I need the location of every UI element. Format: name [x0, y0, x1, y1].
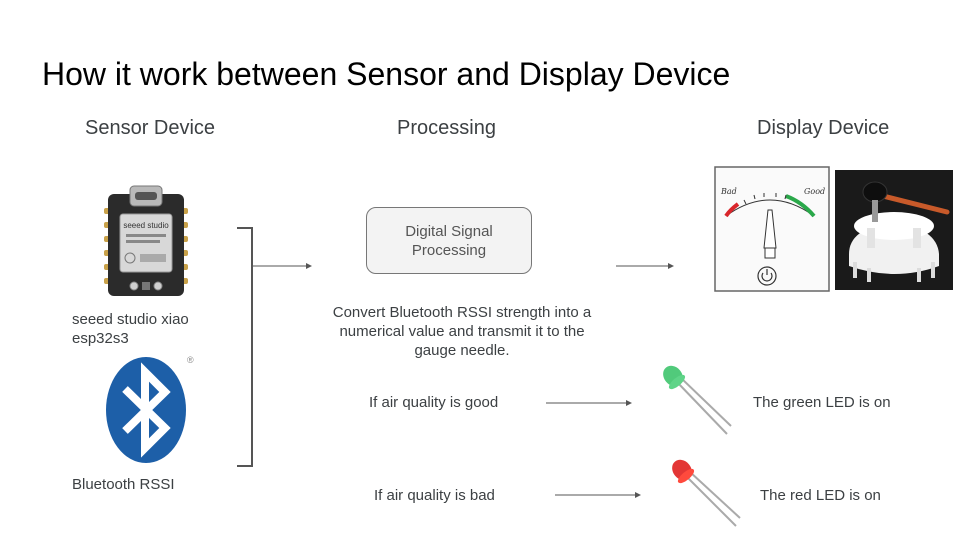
slide-title: How it work between Sensor and Display D…: [42, 56, 731, 92]
bluetooth-rssi-label: Bluetooth RSSI: [72, 476, 175, 493]
column-header-display: Display Device: [757, 117, 890, 139]
condition-good-text: If air quality is good: [369, 394, 499, 411]
arrow-to-display: [616, 263, 674, 269]
gauge-display-image: Bad Good: [714, 166, 830, 292]
result-bad-text: The red LED is on: [760, 487, 881, 504]
red-led-image: [672, 459, 741, 527]
gauge-good-label: Good: [804, 187, 825, 196]
stepper-motor-image: [835, 170, 953, 290]
gauge-bad-label: Bad: [720, 187, 737, 196]
xiao-board-image: seeed studio: [104, 185, 188, 296]
sensor-bracket: [237, 227, 312, 467]
green-led-image: [663, 365, 732, 435]
arrow-bad: [555, 492, 641, 498]
column-header-processing: Processing: [397, 117, 496, 139]
processing-description: Convert Bluetooth RSSI strength into a n…: [332, 304, 592, 359]
bluetooth-icon: [106, 357, 186, 463]
arrow-good: [546, 400, 632, 406]
condition-bad-text: If air quality is bad: [374, 487, 495, 504]
digital-signal-processing-box: Digital Signal Processing: [366, 207, 532, 274]
registered-mark: ®: [187, 355, 194, 365]
result-good-text: The green LED is on: [753, 394, 891, 411]
column-header-sensor: Sensor Device: [85, 117, 216, 139]
sensor-board-label: seeed studio xiao esp32s3: [72, 311, 189, 347]
dsp-box-label: Digital Signal Processing: [405, 222, 493, 259]
board-silkscreen: seeed studio: [123, 221, 169, 230]
